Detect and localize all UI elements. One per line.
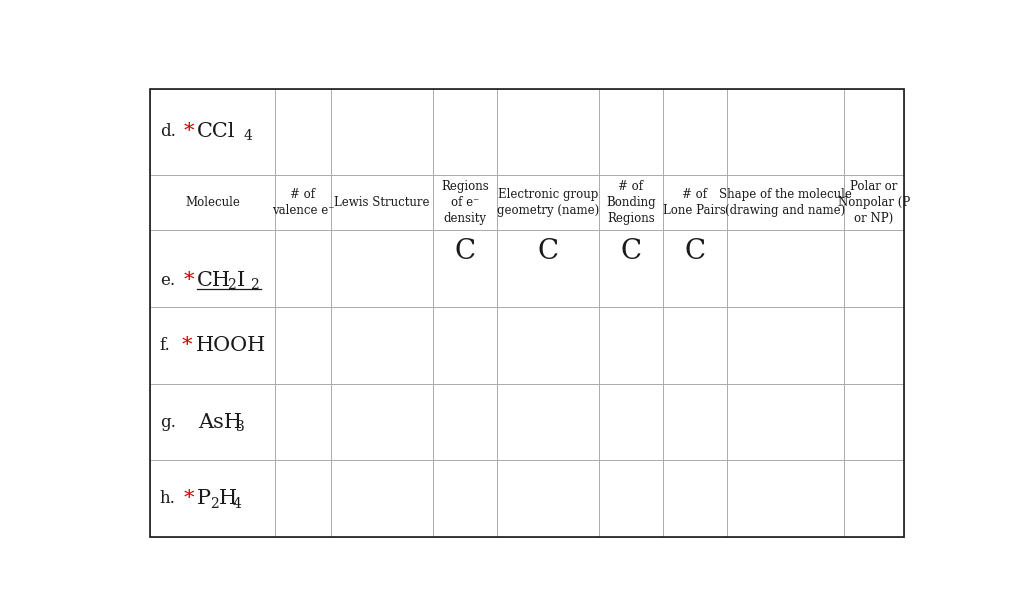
Text: *: * <box>182 336 193 355</box>
Text: # of
Lone Pairs: # of Lone Pairs <box>664 188 726 217</box>
Text: C: C <box>455 238 475 265</box>
Text: CH: CH <box>197 271 231 290</box>
Text: P: P <box>197 489 211 508</box>
Text: HOOH: HOOH <box>196 336 265 355</box>
Text: *: * <box>183 271 195 290</box>
Text: 2: 2 <box>250 278 259 292</box>
Text: f.: f. <box>160 337 170 354</box>
Text: C: C <box>538 238 558 265</box>
Text: AsH: AsH <box>198 413 242 432</box>
Text: *: * <box>183 489 195 508</box>
Text: # of
Bonding
Regions: # of Bonding Regions <box>606 180 655 225</box>
Text: 2: 2 <box>210 497 218 511</box>
Text: CCl: CCl <box>197 122 236 141</box>
Text: 4: 4 <box>232 497 242 511</box>
Text: C: C <box>621 238 641 265</box>
Text: e.: e. <box>160 272 175 289</box>
Text: d.: d. <box>160 123 176 140</box>
Text: Polar or
Nonpolar (P
or NP): Polar or Nonpolar (P or NP) <box>838 180 910 225</box>
Text: Shape of the molecule
(drawing and name): Shape of the molecule (drawing and name) <box>719 188 852 217</box>
Text: *: * <box>183 122 195 141</box>
Text: Lewis Structure: Lewis Structure <box>334 196 430 209</box>
Text: Regions
of e⁻
density: Regions of e⁻ density <box>441 180 488 225</box>
Text: # of
valence e⁻: # of valence e⁻ <box>271 188 334 217</box>
Text: 3: 3 <box>236 421 245 434</box>
Text: 2: 2 <box>227 278 236 292</box>
Text: C: C <box>684 238 706 265</box>
Text: h.: h. <box>160 490 176 507</box>
Text: g.: g. <box>160 414 176 430</box>
Text: I: I <box>237 271 245 290</box>
Text: 4: 4 <box>244 129 253 143</box>
Text: H: H <box>219 489 238 508</box>
Text: Molecule: Molecule <box>185 196 240 209</box>
Text: Electronic group
geometry (name): Electronic group geometry (name) <box>497 188 599 217</box>
